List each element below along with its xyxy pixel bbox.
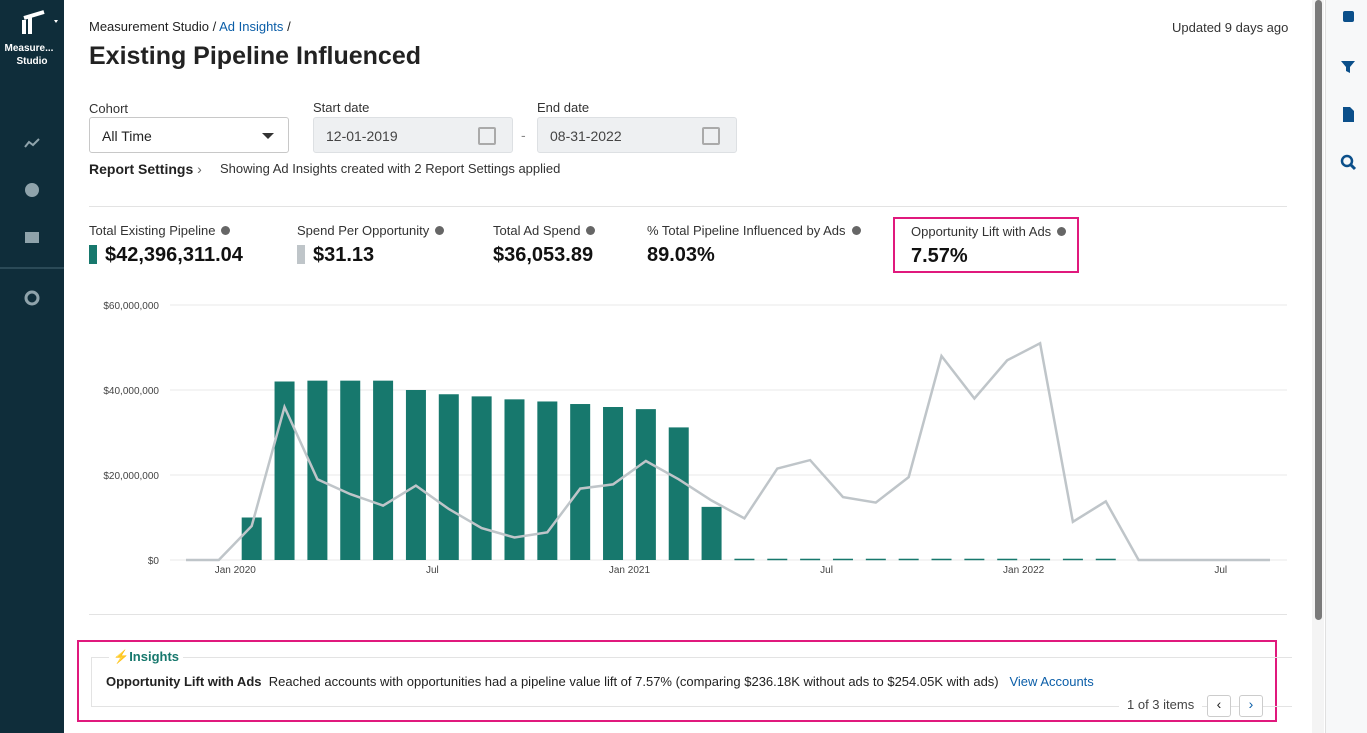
insight-title: Opportunity Lift with Ads [106, 674, 262, 689]
bar [635, 409, 656, 560]
kpi-highlight: Opportunity Lift with Ads 7.57% [893, 217, 1079, 273]
sidebar-icons: Measure... Studio [0, 10, 64, 306]
bar [668, 427, 689, 560]
kpi-label: Opportunity Lift with Ads [911, 224, 1052, 239]
y-tick-label: $60,000,000 [103, 301, 159, 312]
bar [570, 404, 591, 560]
bar [1030, 558, 1051, 561]
bar [734, 558, 755, 561]
crumb[interactable]: Measurement Studio [89, 19, 209, 34]
kpi-value: $31.13 [313, 244, 375, 266]
divider [89, 206, 1287, 207]
x-tick-label: Jul [1214, 565, 1227, 576]
date-value: 08-31-2022 [550, 128, 622, 144]
report-settings[interactable]: Report Settings › [89, 161, 202, 177]
insights-heading-text: Insights [129, 649, 180, 664]
x-tick-label: Jan 2021 [609, 565, 651, 576]
select-value: All Time [102, 128, 152, 144]
kpi-label: % Total Pipeline Influenced by Ads [647, 223, 846, 238]
toolbar-icons[interactable] [1326, 0, 1367, 180]
crumb[interactable]: Ad Insights [219, 19, 284, 34]
divider [89, 614, 1287, 615]
filter-label: Start date [313, 100, 370, 115]
sidebar: Measure... Studio [0, 0, 64, 733]
y-tick-label: $0 [148, 556, 160, 567]
filter-label: Cohort [89, 101, 129, 116]
x-tick-label: Jul [426, 565, 439, 576]
bar [931, 558, 952, 561]
x-tick-label: Jan 2020 [215, 565, 257, 576]
kpi-label: Total Ad Spend [493, 223, 581, 238]
right-toolbar [1325, 0, 1367, 733]
kpi: Spend Per Opportunity $31.13 [297, 223, 445, 267]
bar [1095, 558, 1116, 561]
kpi-value: $42,396,311.04 [105, 244, 243, 266]
next-button[interactable]: › [1239, 695, 1263, 717]
bar [340, 380, 361, 560]
bar [767, 558, 788, 561]
report-settings-label: Report Settings [89, 161, 194, 177]
kpi-value: 7.57% [911, 245, 968, 267]
updated: Updated 9 days ago [1172, 20, 1289, 35]
crumb-sep: / [212, 19, 217, 34]
bar [307, 380, 328, 560]
kpi-label: Total Existing Pipeline [89, 223, 216, 238]
prev-button[interactable]: ‹ [1207, 695, 1231, 717]
end-date[interactable]: 08-31-2022 [537, 117, 737, 153]
insight-link[interactable]: View Accounts [1009, 674, 1094, 689]
page-title: Existing Pipeline Influenced [89, 42, 422, 70]
bar [438, 394, 459, 560]
date-dash: - [521, 127, 526, 143]
bar [865, 558, 886, 561]
kpi: Total Ad Spend $36,053.89 [493, 223, 596, 267]
insights-heading: ⚡Insights [109, 649, 184, 665]
bar [997, 558, 1018, 561]
bar [471, 396, 492, 560]
bar [373, 380, 394, 560]
date-value: 12-01-2019 [326, 128, 398, 144]
bar [898, 558, 919, 561]
brand-line: Studio [16, 56, 47, 67]
kpi-label: Spend Per Opportunity [297, 223, 430, 238]
kpi-value: $36,053.89 [493, 244, 594, 266]
scrollbar [1312, 0, 1324, 733]
bar [504, 399, 525, 560]
bar [832, 558, 853, 561]
bar [537, 401, 558, 560]
kpi: % Total Pipeline Influenced by Ads 89.03% [647, 223, 861, 267]
insight-row: Opportunity Lift with Ads Reached accoun… [106, 674, 1094, 689]
x-tick-label: Jan 2022 [1003, 565, 1045, 576]
breadcrumb: Measurement Studio / Ad Insights / [89, 19, 291, 34]
bar [964, 558, 985, 561]
kpi: Total Existing Pipeline $42,396,311.04 [89, 223, 243, 267]
insights-card [91, 657, 1292, 707]
insights-panel: ⚡Insights Opportunity Lift with Ads Reac… [77, 640, 1292, 722]
crumb-sep: / [287, 19, 291, 34]
insight-text: Reached accounts with opportunities had … [268, 674, 999, 689]
filter-label: End date [537, 100, 590, 115]
bar [405, 390, 426, 560]
bar [800, 558, 821, 561]
bar [701, 506, 722, 560]
bar [1062, 558, 1083, 561]
y-tick-label: $40,000,000 [103, 386, 159, 397]
y-tick-label: $20,000,000 [103, 471, 159, 482]
report-note: Showing Ad Insights created with 2 Repor… [220, 161, 561, 176]
cohort-select[interactable]: All Time [89, 117, 289, 153]
pager: 1 of 3 items [1119, 697, 1203, 712]
brand-line: Measure... [5, 43, 54, 54]
kpi-value: 89.03% [647, 244, 715, 266]
chart: $0 $20,000,000 $40,000,000 $60,000,000 Jan 2… [103, 301, 1287, 576]
bar [241, 517, 262, 560]
x-tick-label: Jul [820, 565, 833, 576]
line [186, 341, 1270, 562]
start-date[interactable]: 12-01-2019 [313, 117, 513, 153]
